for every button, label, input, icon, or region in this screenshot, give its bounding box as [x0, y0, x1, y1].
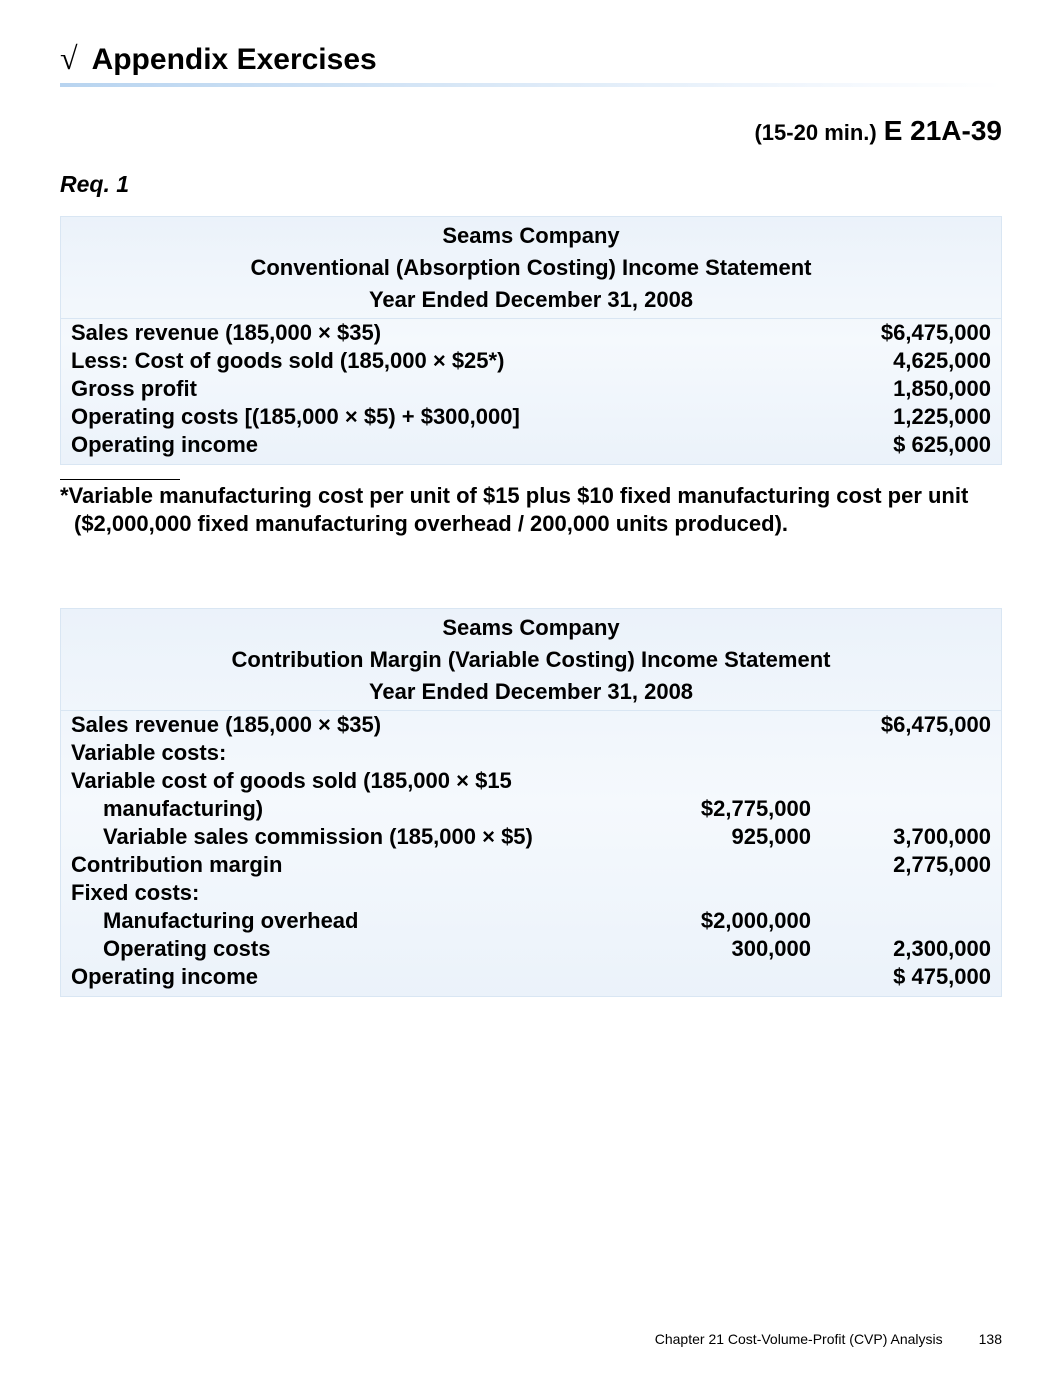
table-row: manufacturing) $2,775,000 — [61, 795, 1001, 823]
t1-company: Seams Company — [61, 217, 1001, 252]
row-label: Operating income — [71, 964, 651, 990]
t2-company: Seams Company — [61, 609, 1001, 644]
checkmark-icon: √ — [60, 40, 78, 77]
exercise-number: E 21A-39 — [884, 115, 1002, 146]
table-row: Operating costs [(185,000 × $5) + $300,0… — [61, 403, 1001, 431]
row-label: Manufacturing overhead — [71, 908, 651, 934]
table-row: Operating income $ 625,000 — [61, 431, 1001, 464]
table-row: Sales revenue (185,000 × $35) $6,475,000 — [61, 319, 1001, 347]
row-label: Variable cost of goods sold (185,000 × $… — [71, 768, 651, 794]
row-value: 1,850,000 — [821, 376, 991, 402]
page-footer: Chapter 21 Cost-Volume-Profit (CVP) Anal… — [655, 1331, 1002, 1347]
row-mid: $2,000,000 — [651, 908, 821, 934]
t2-period: Year Ended December 31, 2008 — [61, 676, 1001, 711]
row-label: Variable costs: — [71, 740, 651, 766]
row-label: manufacturing) — [71, 796, 651, 822]
row-value: $6,475,000 — [821, 320, 991, 346]
table-row: Less: Cost of goods sold (185,000 × $25*… — [61, 347, 1001, 375]
table-row: Fixed costs: — [61, 879, 1001, 907]
row-value: 1,225,000 — [821, 404, 991, 430]
footnote-rule — [60, 479, 180, 480]
row-label: Operating costs [(185,000 × $5) + $300,0… — [71, 404, 821, 430]
row-label: Sales revenue (185,000 × $35) — [71, 712, 651, 738]
row-label: Contribution margin — [71, 852, 651, 878]
requirement-label: Req. 1 — [60, 171, 1002, 198]
footnote-text: *Variable manufacturing cost per unit of… — [60, 482, 1002, 538]
minutes-label: (15-20 min.) — [754, 120, 876, 145]
row-label: Gross profit — [71, 376, 821, 402]
row-label: Fixed costs: — [71, 880, 651, 906]
row-right: $6,475,000 — [821, 712, 991, 738]
row-mid: 925,000 — [651, 824, 821, 850]
page-title-row: √ Appendix Exercises — [60, 40, 1002, 77]
table-row: Variable costs: — [61, 739, 1001, 767]
income-statement-absorption: Seams Company Conventional (Absorption C… — [60, 216, 1002, 465]
t1-period: Year Ended December 31, 2008 — [61, 284, 1001, 319]
t2-statement-type: Contribution Margin (Variable Costing) I… — [61, 644, 1001, 676]
chapter-label: Chapter 21 Cost-Volume-Profit (CVP) Anal… — [655, 1331, 943, 1347]
row-label: Operating income — [71, 432, 821, 458]
income-statement-variable: Seams Company Contribution Margin (Varia… — [60, 608, 1002, 997]
row-value: 4,625,000 — [821, 348, 991, 374]
t1-statement-type: Conventional (Absorption Costing) Income… — [61, 252, 1001, 284]
table-row: Variable cost of goods sold (185,000 × $… — [61, 767, 1001, 795]
row-right: 2,775,000 — [821, 852, 991, 878]
row-label: Variable sales commission (185,000 × $5) — [71, 824, 651, 850]
table-row: Variable sales commission (185,000 × $5)… — [61, 823, 1001, 851]
table-row: Gross profit 1,850,000 — [61, 375, 1001, 403]
table-row: Operating costs 300,000 2,300,000 — [61, 935, 1001, 963]
row-right: $ 475,000 — [821, 964, 991, 990]
row-right: 2,300,000 — [821, 936, 991, 962]
row-label: Less: Cost of goods sold (185,000 × $25*… — [71, 348, 821, 374]
row-label: Operating costs — [71, 936, 651, 962]
row-right: 3,700,000 — [821, 824, 991, 850]
title-rule — [60, 83, 1002, 87]
table-row: Sales revenue (185,000 × $35) $6,475,000 — [61, 711, 1001, 739]
page-number: 138 — [979, 1331, 1002, 1347]
table-row: Manufacturing overhead $2,000,000 — [61, 907, 1001, 935]
table-row: Operating income $ 475,000 — [61, 963, 1001, 996]
row-label: Sales revenue (185,000 × $35) — [71, 320, 821, 346]
row-mid: 300,000 — [651, 936, 821, 962]
row-value: $ 625,000 — [821, 432, 991, 458]
table-row: Contribution margin 2,775,000 — [61, 851, 1001, 879]
row-mid: $2,775,000 — [651, 796, 821, 822]
exercise-heading: (15-20 min.) E 21A-39 — [60, 115, 1002, 147]
main-title: Appendix Exercises — [92, 43, 377, 77]
